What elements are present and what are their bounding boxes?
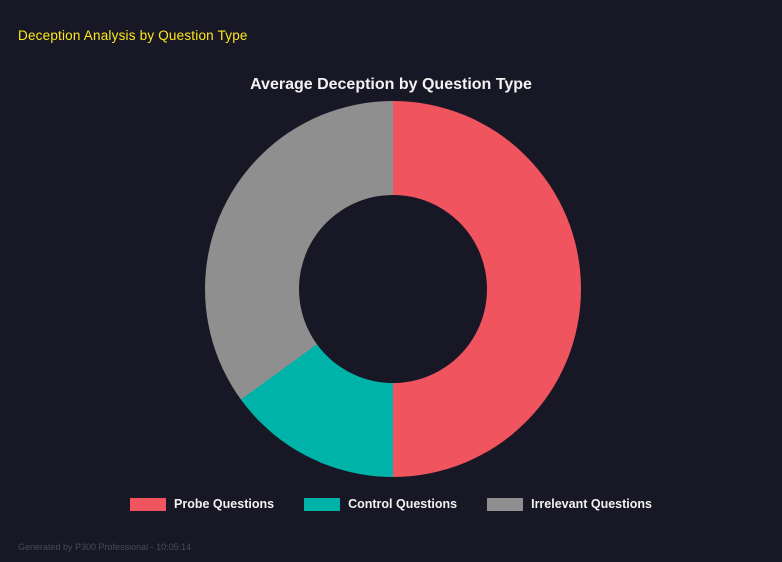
legend-swatch-icon — [304, 497, 341, 511]
legend-label: Probe Questions — [174, 497, 275, 511]
footer-text: Generated by P300 Professional - 10:05:1… — [18, 542, 192, 552]
donut-chart — [205, 101, 581, 477]
legend-label: Control Questions — [348, 497, 458, 511]
chart-legend: Probe Questions Control Questions Irreleva… — [0, 497, 782, 511]
legend-item: Control Questions — [304, 497, 457, 511]
legend-item: Irrelevant Questions — [487, 497, 652, 511]
page-title: Deception Analysis by Question Type — [18, 28, 248, 43]
legend-swatch-icon — [130, 497, 167, 511]
legend-item: Probe Questions — [130, 497, 274, 511]
chart-title: Average Deception by Question Type — [250, 76, 532, 93]
legend-label: Irrelevant Questions — [531, 497, 652, 511]
legend-swatch-icon — [487, 497, 524, 511]
